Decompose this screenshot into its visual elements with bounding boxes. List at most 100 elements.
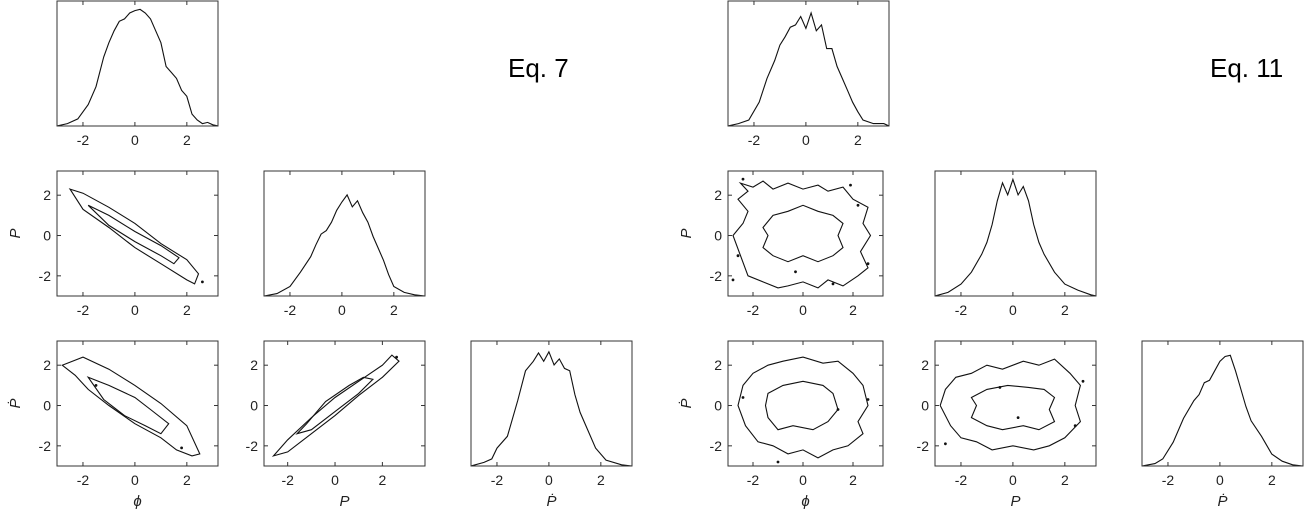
y-tick-label: -2 bbox=[39, 268, 52, 284]
contour-island bbox=[1016, 416, 1020, 419]
y-tick-label: 2 bbox=[250, 357, 258, 373]
x-axis-label: ϕ bbox=[801, 493, 809, 510]
inner-contour bbox=[295, 376, 375, 435]
x-axis-label: P bbox=[1010, 493, 1020, 510]
outer-contour bbox=[737, 356, 869, 459]
x-tick-label: 0 bbox=[799, 302, 807, 318]
eq11-label: Eq. 11 bbox=[1210, 53, 1283, 83]
inner-contour bbox=[970, 384, 1056, 431]
histogram-line bbox=[1142, 354, 1303, 466]
x-tick-label: 0 bbox=[131, 132, 139, 148]
histogram-line bbox=[935, 177, 1096, 296]
axes-frame bbox=[727, 340, 884, 467]
x-tick-label: -2 bbox=[748, 132, 761, 148]
axes-frame bbox=[727, 170, 884, 297]
plot-data bbox=[1142, 354, 1303, 466]
plot-data bbox=[61, 356, 201, 457]
histogram-line bbox=[728, 11, 889, 126]
x-tick-label: 2 bbox=[1268, 472, 1276, 488]
axes-frame bbox=[56, 170, 219, 297]
panel-eq7-P-Pdot: -2 0 2 -2 0 2 P bbox=[246, 340, 426, 510]
panel-eq11-P-Pdot: -2 0 2 -2 0 2 P bbox=[917, 340, 1097, 510]
x-tick-label: -2 bbox=[747, 302, 760, 318]
y-tick-label: -2 bbox=[39, 438, 52, 454]
contour-island bbox=[741, 177, 745, 181]
x-tick-label: -2 bbox=[77, 472, 90, 488]
axes-frame bbox=[934, 340, 1097, 467]
x-tick-label: 0 bbox=[131, 302, 139, 318]
contour-island bbox=[1081, 379, 1085, 383]
contour-island bbox=[866, 398, 870, 401]
y-tick-label: 2 bbox=[714, 357, 722, 373]
contour-island bbox=[856, 203, 860, 207]
panel-eq11-phi-Pdot: -2 0 2 -2 0 2 ϕ Ṗ bbox=[678, 340, 884, 510]
panel-eq11-Pdot-hist: -2 0 2 Ṗ bbox=[1141, 340, 1304, 510]
x-tick-label: 2 bbox=[1061, 472, 1069, 488]
axes-frame bbox=[263, 170, 426, 297]
inner-contour bbox=[764, 380, 839, 431]
contour-island bbox=[94, 384, 98, 387]
x-tick-label: 0 bbox=[799, 472, 807, 488]
contour-island bbox=[731, 278, 735, 282]
x-tick-label: 0 bbox=[1009, 302, 1017, 318]
axes-frame bbox=[1141, 340, 1304, 467]
x-tick-label: -2 bbox=[1162, 472, 1175, 488]
inner-contour bbox=[87, 204, 180, 265]
x-tick-label: 2 bbox=[849, 302, 857, 318]
eq7-label: Eq. 7 bbox=[508, 53, 569, 83]
x-tick-label: 2 bbox=[854, 132, 862, 148]
panel-eq7-P-hist: -2 0 2 bbox=[263, 170, 426, 318]
x-tick-label: -2 bbox=[955, 472, 968, 488]
contour-island bbox=[998, 386, 1002, 389]
x-tick-label: -2 bbox=[284, 302, 297, 318]
y-tick-label: -2 bbox=[710, 268, 723, 284]
x-tick-label: -2 bbox=[955, 302, 968, 318]
x-tick-label: 0 bbox=[338, 302, 346, 318]
x-tick-label: 0 bbox=[802, 132, 810, 148]
x-tick-label: 2 bbox=[597, 472, 605, 488]
y-tick-label: -2 bbox=[246, 438, 259, 454]
plot-data bbox=[939, 358, 1085, 451]
x-tick-label: 2 bbox=[183, 302, 191, 318]
y-axis-label: Ṗ bbox=[7, 398, 24, 408]
panels-group: -2 0 2 -2 0 2 -2 0 2 P -2 0 2 -2 0 2 -2 0 2 ϕ Ṗ -2 0 2 -2 0 2 P -2 0 2… bbox=[7, 0, 1304, 510]
outer-contour bbox=[68, 188, 200, 285]
x-tick-label: 2 bbox=[390, 302, 398, 318]
plot-data bbox=[471, 350, 632, 466]
y-tick-label: 2 bbox=[43, 357, 51, 373]
x-tick-label: 2 bbox=[378, 472, 386, 488]
axes-frame bbox=[56, 0, 219, 127]
y-tick-label: 0 bbox=[921, 398, 929, 414]
y-tick-label: 0 bbox=[714, 228, 722, 244]
x-tick-label: 2 bbox=[849, 472, 857, 488]
outer-contour bbox=[732, 180, 872, 289]
y-axis-label: P bbox=[7, 228, 24, 238]
contour-island bbox=[776, 460, 780, 464]
outer-contour bbox=[271, 354, 400, 457]
panel-eq7-phi-P: -2 0 2 -2 0 2 P bbox=[7, 170, 219, 318]
x-axis-label: Ṗ bbox=[546, 493, 556, 510]
y-tick-label: 0 bbox=[43, 398, 51, 414]
contour-island bbox=[201, 280, 204, 284]
contour-island bbox=[944, 442, 947, 446]
x-axis-label: P bbox=[339, 493, 349, 510]
contour-island bbox=[395, 355, 398, 359]
contour-island bbox=[180, 446, 184, 450]
inner-contour bbox=[762, 204, 844, 263]
y-tick-label: 2 bbox=[921, 357, 929, 373]
x-axis-label: ϕ bbox=[133, 493, 141, 510]
x-axis-label: Ṗ bbox=[1217, 493, 1227, 510]
contour-island bbox=[794, 270, 797, 274]
contour-island bbox=[831, 282, 835, 286]
x-tick-label: -2 bbox=[77, 302, 90, 318]
histogram-line bbox=[57, 8, 218, 126]
y-tick-label: -2 bbox=[917, 438, 930, 454]
plot-data bbox=[737, 356, 870, 464]
axes-frame bbox=[934, 170, 1097, 297]
outer-contour bbox=[939, 358, 1082, 451]
plot-data bbox=[728, 11, 889, 126]
y-axis-label: Ṗ bbox=[678, 398, 695, 408]
inner-contour bbox=[86, 376, 170, 435]
x-tick-label: -2 bbox=[77, 132, 90, 148]
